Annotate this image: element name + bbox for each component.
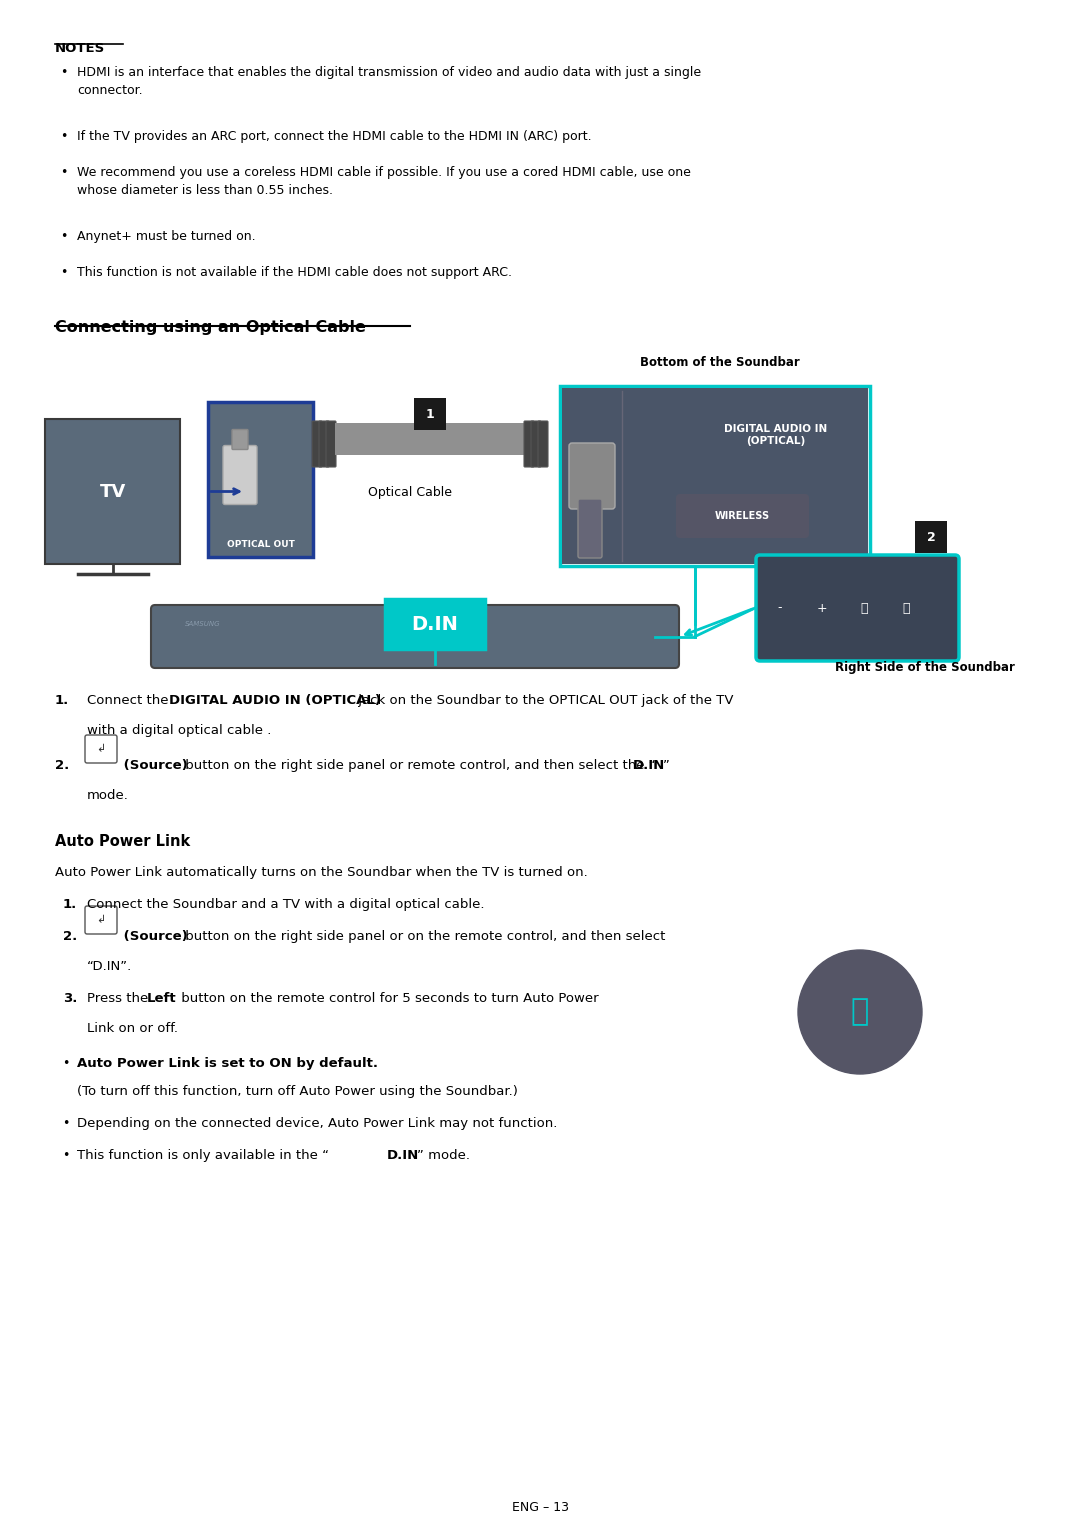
Text: button on the remote control for 5 seconds to turn Auto Power: button on the remote control for 5 secon…	[177, 993, 598, 1005]
Text: •: •	[60, 165, 67, 179]
Text: Connecting using an Optical Cable: Connecting using an Optical Cable	[55, 320, 366, 336]
Text: 2.: 2.	[55, 758, 69, 772]
FancyBboxPatch shape	[915, 521, 947, 553]
FancyBboxPatch shape	[538, 421, 548, 467]
Text: SAMSUNG: SAMSUNG	[185, 620, 220, 627]
FancyBboxPatch shape	[85, 735, 117, 763]
Text: D.IN: D.IN	[387, 1149, 419, 1161]
Text: ⏯: ⏯	[851, 997, 869, 1026]
Text: Anynet+ must be turned on.: Anynet+ must be turned on.	[77, 230, 256, 244]
Text: mode.: mode.	[87, 789, 129, 801]
Text: ” mode.: ” mode.	[417, 1149, 470, 1161]
Text: This function is only available in the “: This function is only available in the “	[77, 1149, 329, 1161]
FancyBboxPatch shape	[414, 398, 446, 430]
FancyBboxPatch shape	[578, 499, 602, 558]
Text: -: -	[778, 602, 782, 614]
Text: +: +	[816, 602, 827, 614]
Text: •: •	[60, 267, 67, 279]
Text: “D.IN”.: “D.IN”.	[87, 961, 132, 973]
Text: (Source): (Source)	[119, 758, 188, 772]
FancyBboxPatch shape	[319, 421, 329, 467]
FancyBboxPatch shape	[208, 401, 313, 558]
Text: •: •	[60, 130, 67, 142]
Text: ENG – 13: ENG – 13	[512, 1501, 568, 1514]
Text: ↲: ↲	[96, 915, 106, 925]
Text: NOTES: NOTES	[55, 41, 105, 55]
Text: (Source): (Source)	[119, 930, 188, 944]
FancyBboxPatch shape	[676, 493, 809, 538]
Text: DIGITAL AUDIO IN (OPTICAL): DIGITAL AUDIO IN (OPTICAL)	[168, 694, 381, 706]
Text: 2: 2	[927, 530, 935, 544]
Text: We recommend you use a coreless HDMI cable if possible. If you use a cored HDMI : We recommend you use a coreless HDMI cab…	[77, 165, 691, 198]
Text: Connect the: Connect the	[87, 694, 173, 706]
Text: (To turn off this function, turn off Auto Power using the Soundbar.): (To turn off this function, turn off Aut…	[77, 1085, 518, 1098]
Text: 1: 1	[426, 408, 434, 420]
Text: WIRELESS: WIRELESS	[715, 512, 770, 521]
Text: Auto Power Link: Auto Power Link	[55, 833, 190, 849]
Text: HDMI is an interface that enables the digital transmission of video and audio da: HDMI is an interface that enables the di…	[77, 66, 701, 97]
Text: •: •	[62, 1117, 69, 1131]
Text: Right Side of the Soundbar: Right Side of the Soundbar	[835, 660, 1015, 674]
Text: Link on or off.: Link on or off.	[87, 1022, 178, 1036]
Circle shape	[798, 950, 922, 1074]
FancyBboxPatch shape	[151, 605, 679, 668]
Text: •: •	[60, 66, 67, 80]
Text: Auto Power Link automatically turns on the Soundbar when the TV is turned on.: Auto Power Link automatically turns on t…	[55, 866, 588, 879]
Text: 2.: 2.	[63, 930, 78, 944]
Text: button on the right side panel or remote control, and then select the “: button on the right side panel or remote…	[181, 758, 656, 772]
FancyBboxPatch shape	[222, 446, 257, 504]
FancyBboxPatch shape	[335, 423, 525, 455]
FancyBboxPatch shape	[531, 421, 541, 467]
Text: If the TV provides an ARC port, connect the HDMI cable to the HDMI IN (ARC) port: If the TV provides an ARC port, connect …	[77, 130, 592, 142]
Text: Bottom of the Soundbar: Bottom of the Soundbar	[640, 355, 800, 369]
Text: •: •	[62, 1149, 69, 1161]
Text: Press the: Press the	[87, 993, 152, 1005]
FancyBboxPatch shape	[562, 388, 868, 564]
Text: TV: TV	[99, 483, 125, 501]
Text: DIGITAL AUDIO IN
(OPTICAL): DIGITAL AUDIO IN (OPTICAL)	[725, 424, 827, 446]
Text: Left: Left	[147, 993, 177, 1005]
Text: 1.: 1.	[55, 694, 69, 706]
Text: Auto Power Link is set to ON by default.: Auto Power Link is set to ON by default.	[77, 1057, 378, 1069]
Text: •: •	[62, 1057, 69, 1069]
Text: button on the right side panel or on the remote control, and then select: button on the right side panel or on the…	[181, 930, 665, 944]
Text: ⭳: ⭳	[861, 602, 867, 614]
FancyBboxPatch shape	[85, 905, 117, 935]
Text: Optical Cable: Optical Cable	[368, 486, 453, 499]
Text: •: •	[60, 230, 67, 244]
Text: Connect the Soundbar and a TV with a digital optical cable.: Connect the Soundbar and a TV with a dig…	[87, 898, 485, 912]
Text: OPTICAL OUT: OPTICAL OUT	[227, 539, 295, 548]
Text: Depending on the connected device, Auto Power Link may not function.: Depending on the connected device, Auto …	[77, 1117, 557, 1131]
FancyBboxPatch shape	[524, 421, 534, 467]
Text: D.IN: D.IN	[633, 758, 665, 772]
Text: ”: ”	[663, 758, 670, 772]
Text: jack on the Soundbar to the OPTICAL OUT jack of the TV: jack on the Soundbar to the OPTICAL OUT …	[354, 694, 733, 706]
Text: 3.: 3.	[63, 993, 78, 1005]
FancyBboxPatch shape	[384, 599, 485, 650]
FancyBboxPatch shape	[232, 429, 248, 449]
Text: ⏻: ⏻	[902, 602, 909, 614]
FancyBboxPatch shape	[326, 421, 336, 467]
FancyBboxPatch shape	[45, 418, 180, 564]
Text: D.IN: D.IN	[411, 614, 458, 634]
FancyBboxPatch shape	[312, 421, 322, 467]
FancyBboxPatch shape	[756, 555, 959, 660]
Text: ↲: ↲	[96, 745, 106, 754]
Text: 1.: 1.	[63, 898, 78, 912]
FancyBboxPatch shape	[569, 443, 615, 509]
Text: This function is not available if the HDMI cable does not support ARC.: This function is not available if the HD…	[77, 267, 512, 279]
Text: with a digital optical cable .: with a digital optical cable .	[87, 725, 271, 737]
